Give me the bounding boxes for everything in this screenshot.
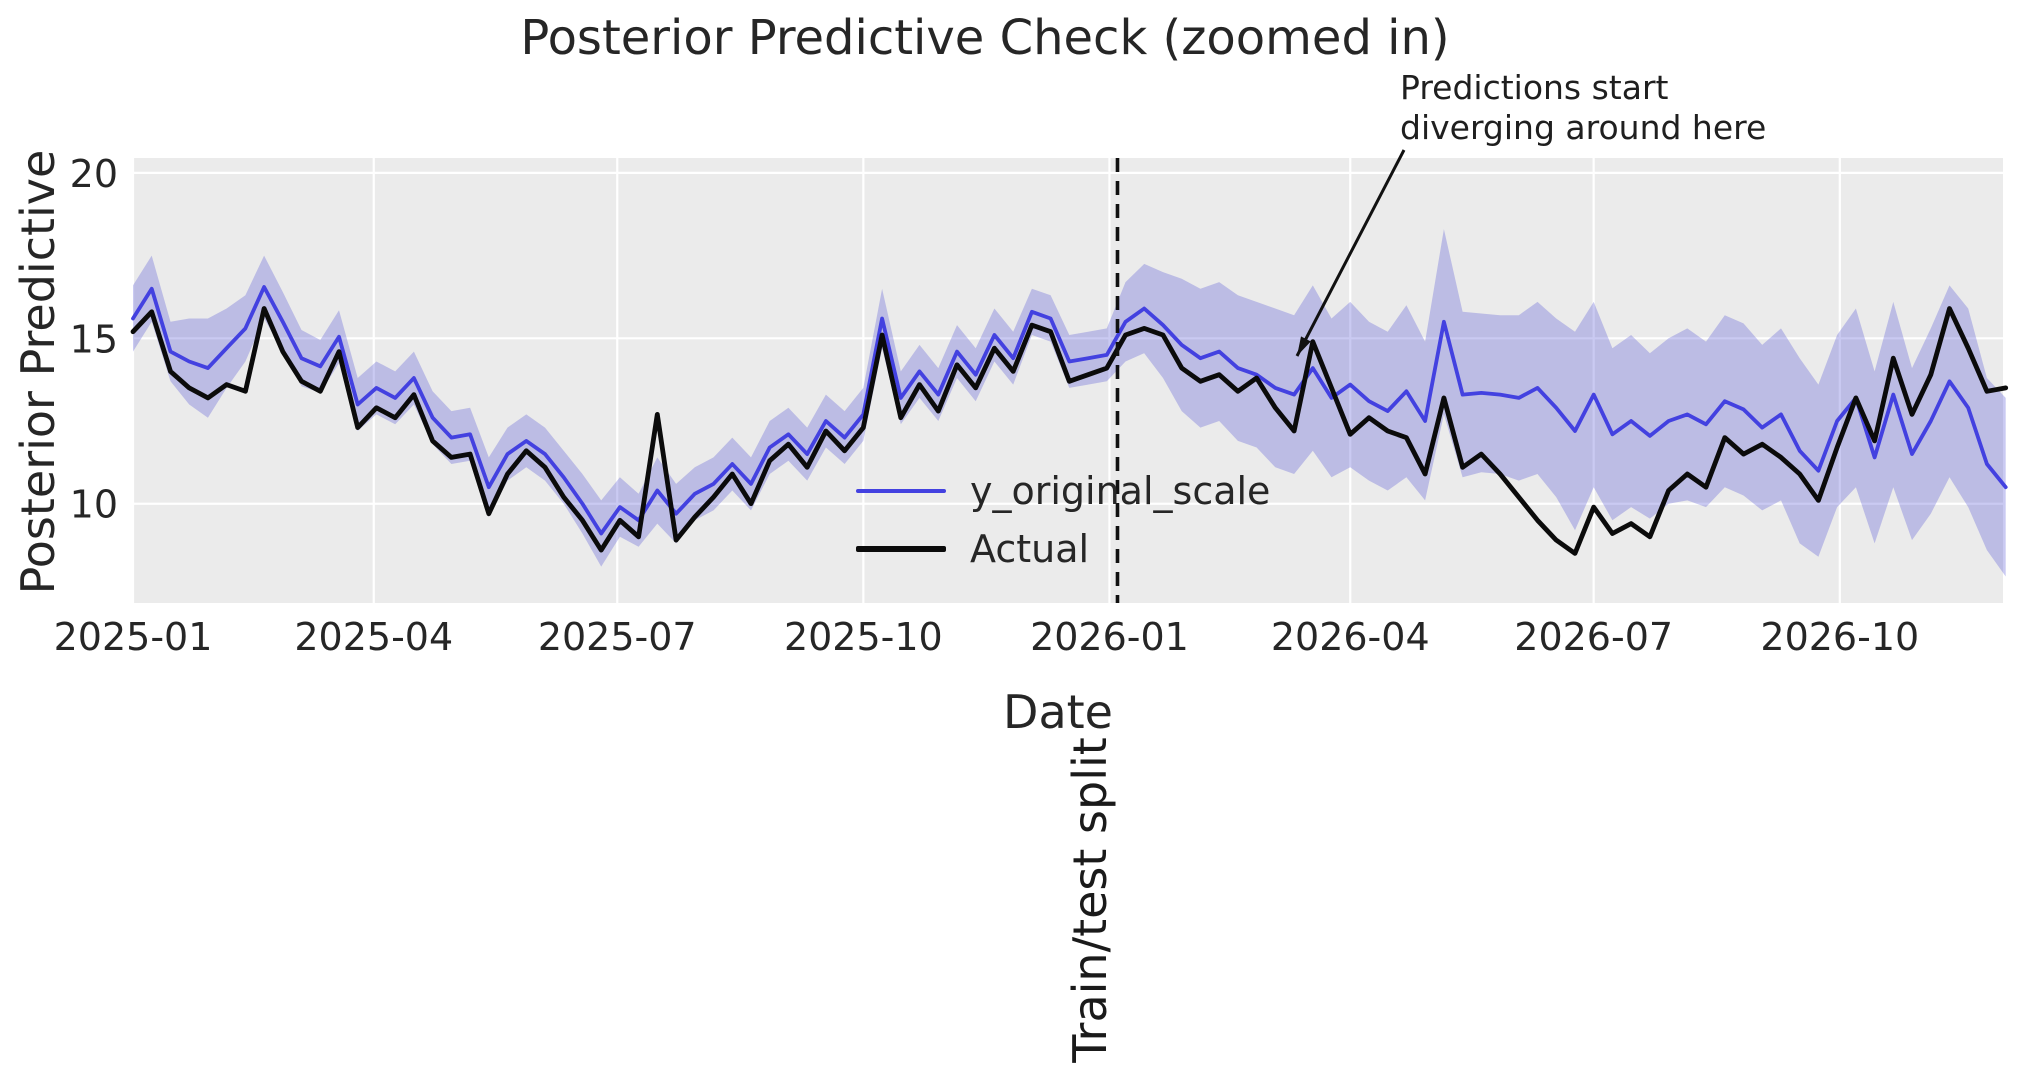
x-tick-label: 2026-01	[1030, 615, 1189, 659]
annotation-line-1: Predictions start	[1400, 68, 1669, 107]
annotation-line-2: diverging around here	[1400, 107, 1767, 147]
x-axis-label: Date	[1003, 685, 1113, 739]
series-line-actual	[130, 306, 2009, 556]
x-tick-label: 2026-07	[1514, 615, 1673, 659]
legend-item-actual: Actual	[856, 520, 1270, 578]
legend-item-y-original-scale: y_original_scale	[856, 462, 1270, 520]
legend-label-actual: Actual	[970, 527, 1090, 571]
y-tick-label: 10	[70, 483, 118, 527]
x-tick-label: 2026-04	[1271, 615, 1430, 659]
x-tick-label: 2025-10	[784, 615, 943, 659]
series-line-y-original-scale	[131, 285, 2008, 536]
y-axis-label: Posterior Predictive	[11, 149, 65, 595]
y-tick-label: 20	[70, 152, 118, 196]
x-tick-label: 2025-04	[294, 615, 453, 659]
legend-line-sample-actual	[856, 546, 946, 552]
legend: y_original_scale Actual	[856, 462, 1270, 578]
y-tick-label: 15	[70, 317, 118, 361]
chart-title: Posterior Predictive Check (zoomed in)	[520, 10, 1450, 66]
annotation-arrowhead	[1297, 336, 1311, 356]
uncertainty-band	[133, 229, 2006, 577]
legend-line-sample-predicted	[856, 489, 946, 493]
train-test-split-label: Train/test split	[1063, 737, 1117, 1063]
x-tick-label: 2025-07	[538, 615, 697, 659]
x-tick-label: 2025-01	[54, 615, 213, 659]
annotation-arrow	[1295, 149, 1406, 357]
diverging-annotation: Predictions start diverging around here	[1400, 68, 1766, 147]
legend-label-predicted: y_original_scale	[970, 469, 1271, 513]
x-tick-label: 2026-10	[1760, 615, 1919, 659]
